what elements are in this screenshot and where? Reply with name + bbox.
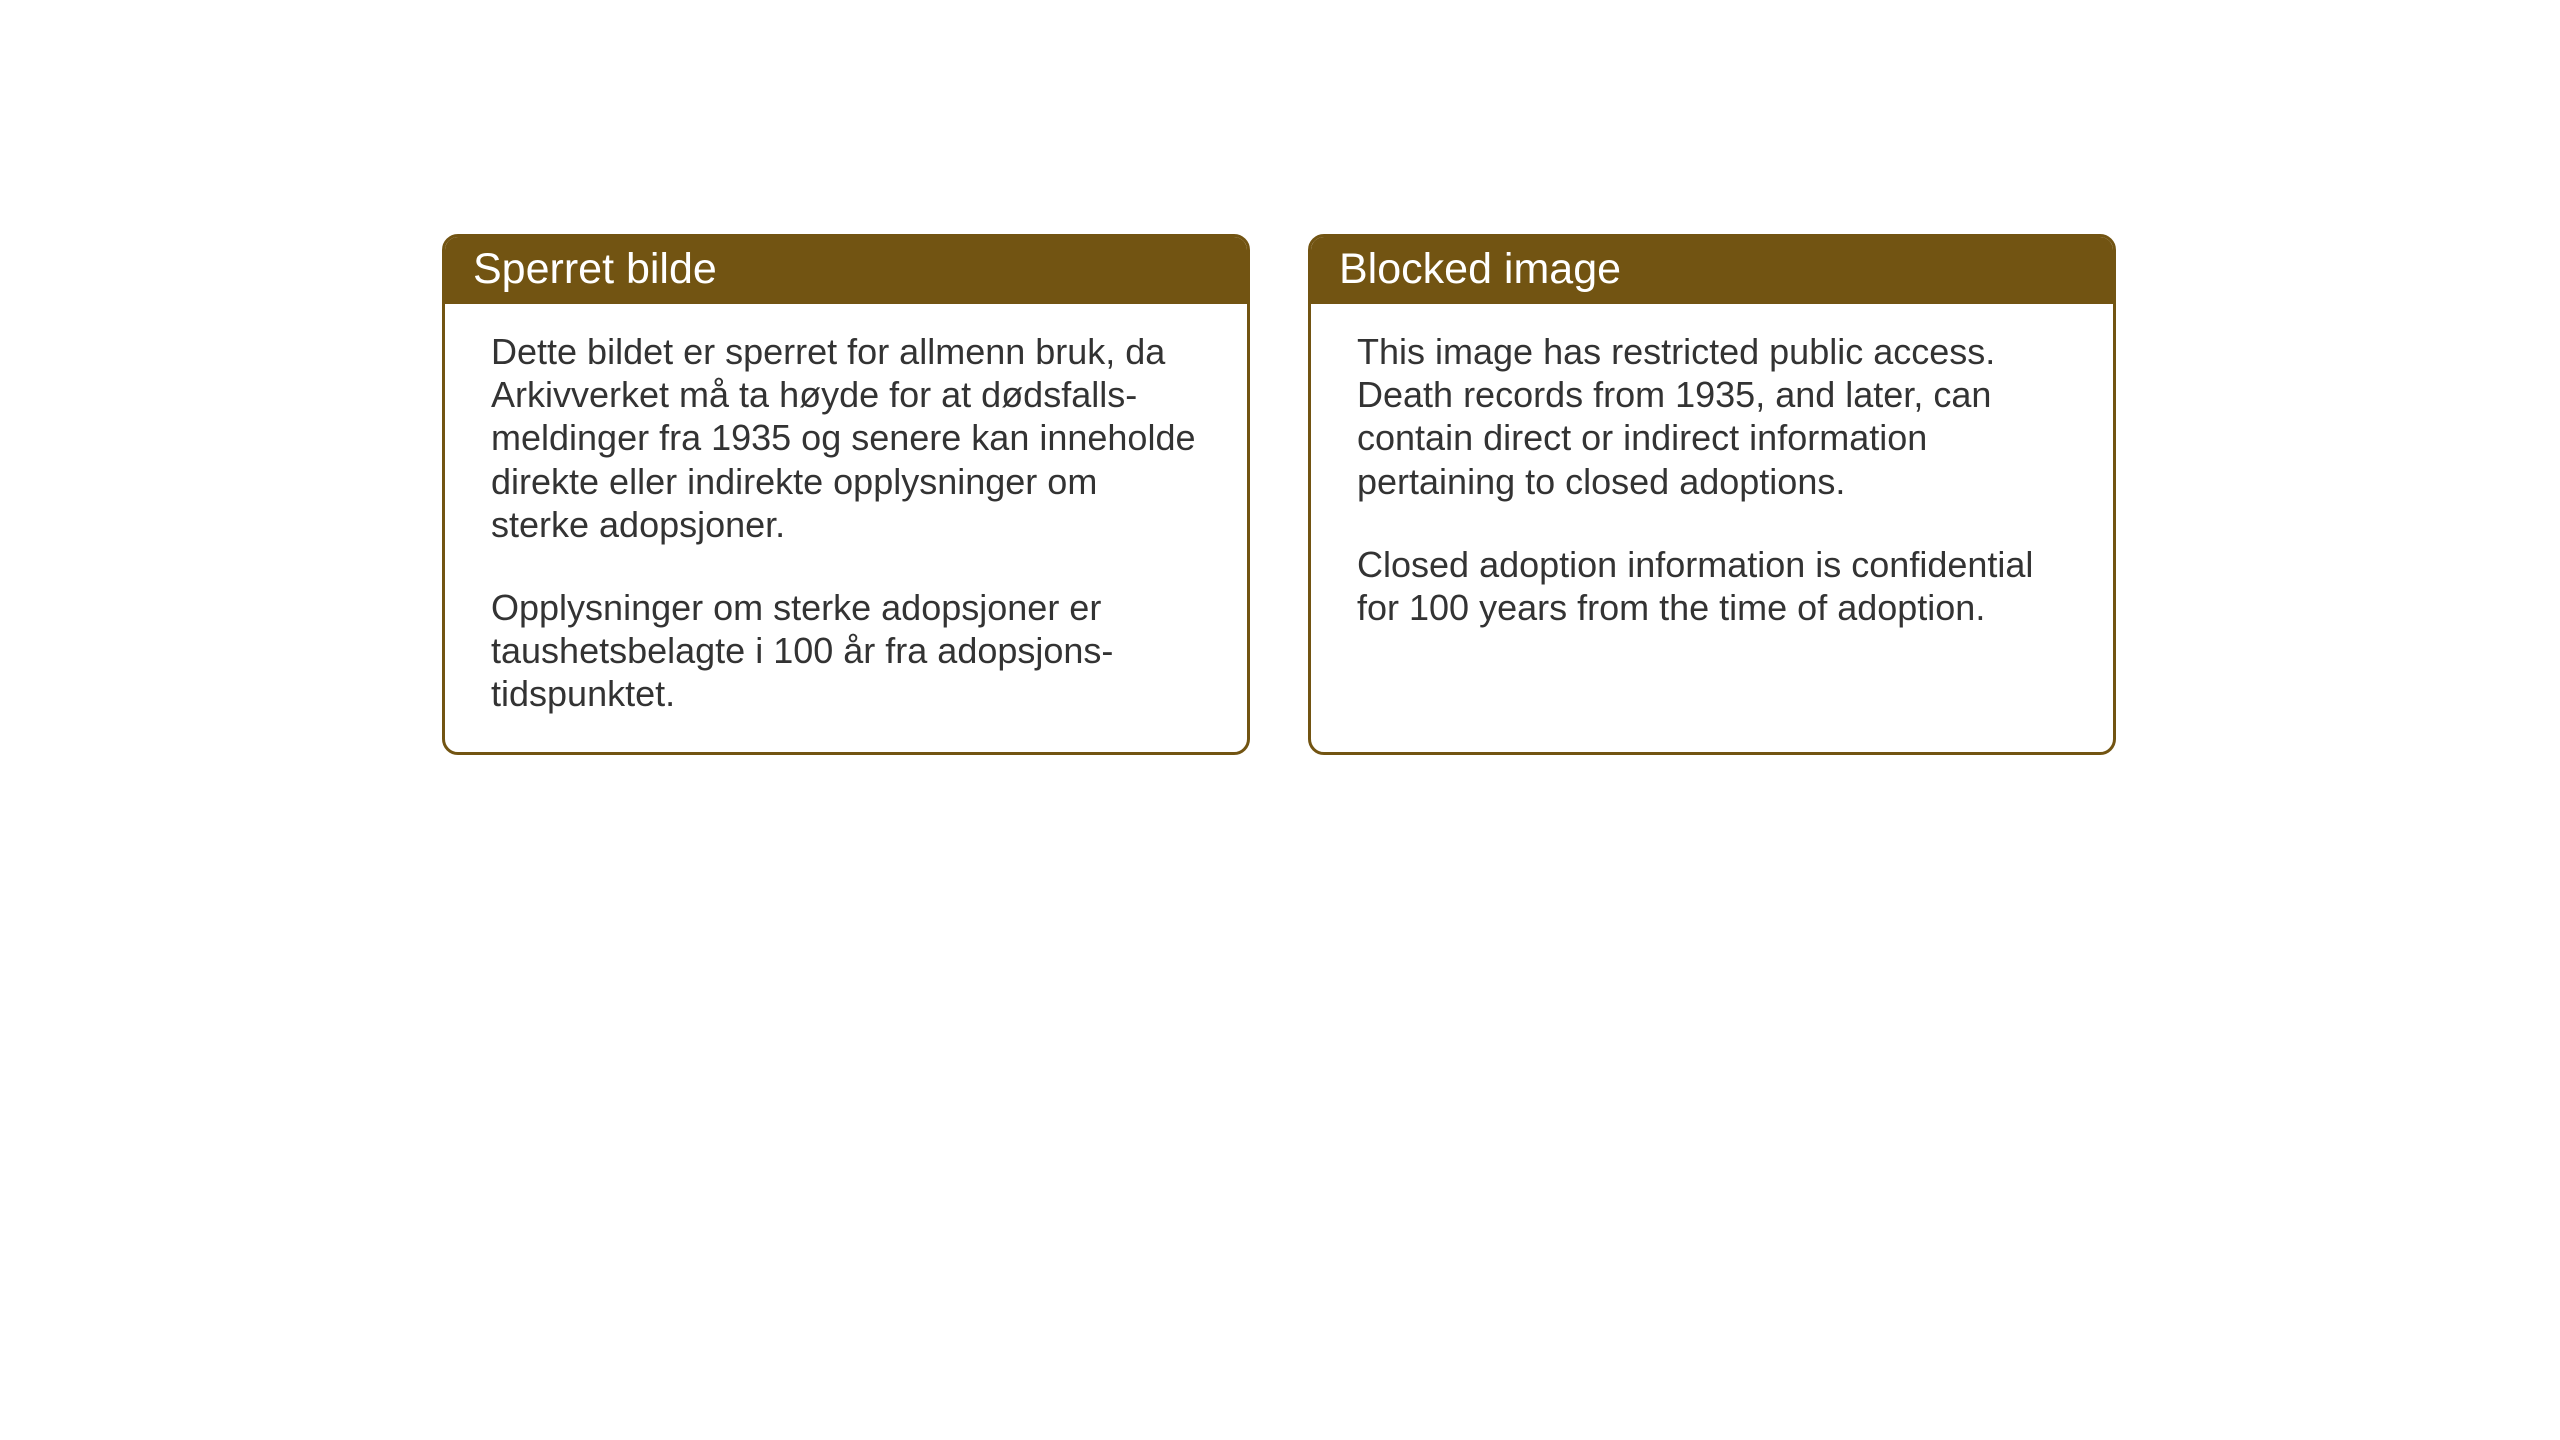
english-card: Blocked image This image has restricted … bbox=[1308, 234, 2116, 755]
english-paragraph-1: This image has restricted public access.… bbox=[1357, 330, 2067, 503]
norwegian-card-header: Sperret bilde bbox=[445, 237, 1247, 304]
english-paragraph-2: Closed adoption information is confident… bbox=[1357, 543, 2067, 629]
norwegian-paragraph-1: Dette bildet er sperret for allmenn bruk… bbox=[491, 330, 1201, 546]
norwegian-paragraph-2: Opplysninger om sterke adopsjoner er tau… bbox=[491, 586, 1201, 716]
norwegian-card: Sperret bilde Dette bildet er sperret fo… bbox=[442, 234, 1250, 755]
english-card-body: This image has restricted public access.… bbox=[1311, 304, 2113, 734]
english-card-header: Blocked image bbox=[1311, 237, 2113, 304]
norwegian-card-body: Dette bildet er sperret for allmenn bruk… bbox=[445, 304, 1247, 752]
card-container: Sperret bilde Dette bildet er sperret fo… bbox=[442, 234, 2116, 755]
